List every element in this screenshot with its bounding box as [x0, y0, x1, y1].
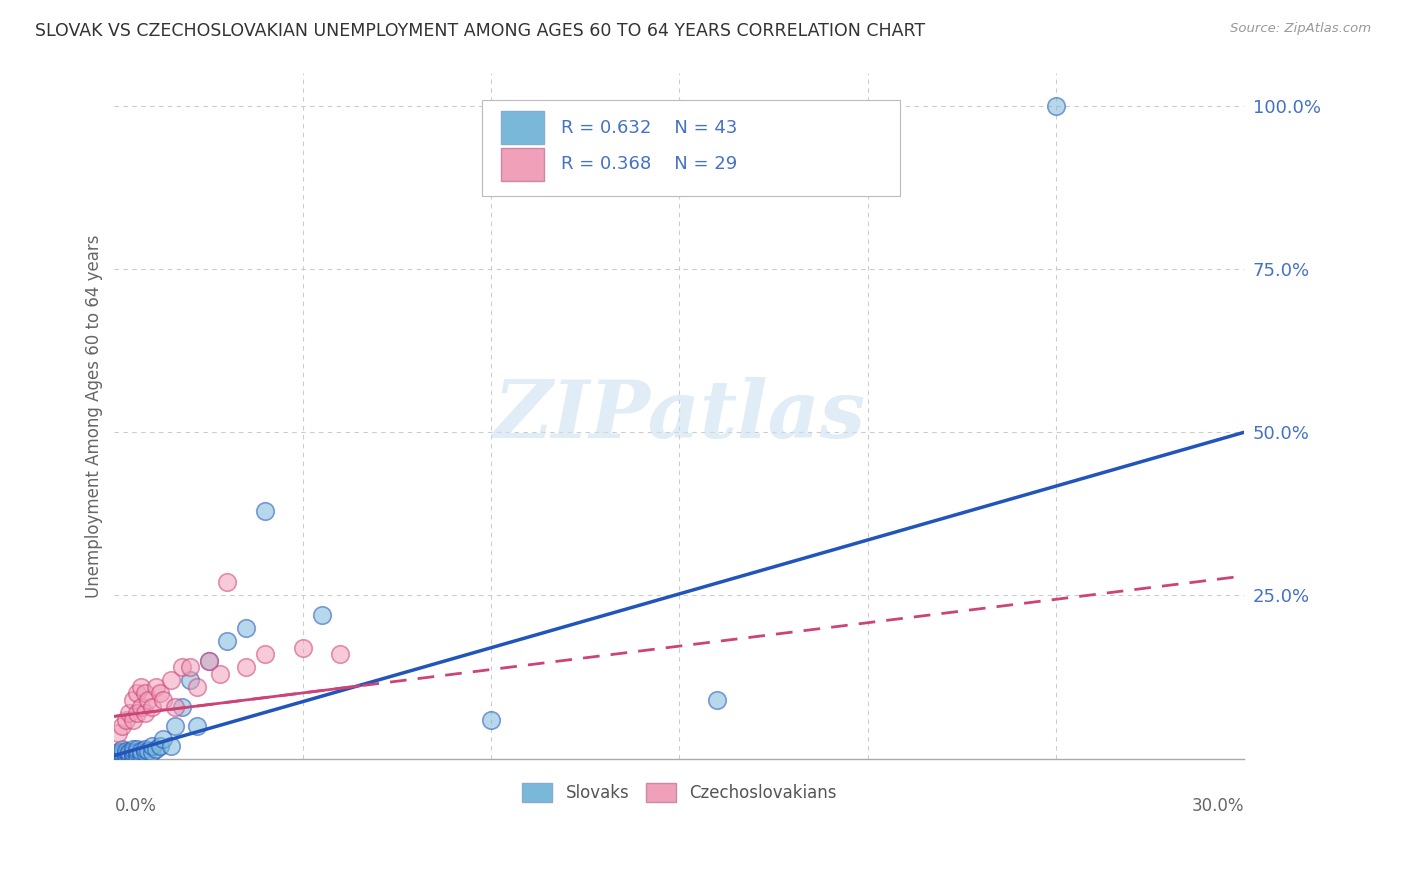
Point: [107, 747, 129, 761]
Point: [172, 660, 194, 674]
Point: [329, 647, 352, 661]
Point: [197, 654, 219, 668]
Point: [152, 693, 174, 707]
Point: [114, 747, 136, 761]
Point: [134, 745, 156, 759]
Text: ZIPatlas: ZIPatlas: [494, 377, 866, 455]
Point: [134, 742, 156, 756]
Point: [122, 748, 145, 763]
Point: [149, 739, 172, 753]
Point: [114, 713, 136, 727]
Point: [254, 503, 277, 517]
Point: [217, 634, 239, 648]
Point: [149, 686, 172, 700]
Point: [122, 742, 145, 756]
Point: [122, 693, 145, 707]
Point: [179, 660, 201, 674]
Point: [107, 748, 129, 763]
Point: [107, 725, 129, 739]
Point: [141, 745, 163, 759]
Point: [254, 647, 277, 661]
Text: SLOVAK VS CZECHOSLOVAKIAN UNEMPLOYMENT AMONG AGES 60 TO 64 YEARS CORRELATION CHA: SLOVAK VS CZECHOSLOVAKIAN UNEMPLOYMENT A…: [35, 22, 925, 40]
Point: [479, 713, 502, 727]
Point: [145, 680, 167, 694]
Point: [111, 719, 134, 733]
FancyBboxPatch shape: [482, 101, 900, 196]
Point: [197, 654, 219, 668]
Point: [141, 739, 163, 753]
Bar: [501, 112, 544, 145]
Point: [111, 748, 134, 763]
Point: [125, 742, 148, 756]
Point: [118, 748, 141, 763]
Point: [186, 680, 208, 694]
Point: [235, 660, 257, 674]
Point: [125, 745, 148, 759]
Point: [136, 744, 159, 758]
Point: [129, 699, 152, 714]
Point: [125, 686, 148, 700]
Point: [129, 747, 152, 761]
Point: [152, 732, 174, 747]
Point: [111, 742, 134, 756]
Text: R = 0.368    N = 29: R = 0.368 N = 29: [561, 155, 737, 173]
Point: [163, 699, 186, 714]
Text: R = 0.632    N = 43: R = 0.632 N = 43: [561, 119, 737, 136]
Point: [311, 608, 333, 623]
Point: [141, 699, 163, 714]
Point: [179, 673, 201, 688]
Point: [114, 748, 136, 763]
Point: [706, 693, 728, 707]
Point: [186, 719, 208, 733]
Point: [122, 713, 145, 727]
Bar: [501, 148, 544, 181]
Point: [145, 742, 167, 756]
Point: [172, 699, 194, 714]
Y-axis label: Unemployment Among Ages 60 to 64 years: Unemployment Among Ages 60 to 64 years: [86, 234, 103, 598]
Point: [136, 693, 159, 707]
Text: Source: ZipAtlas.com: Source: ZipAtlas.com: [1230, 22, 1371, 36]
Text: 30.0%: 30.0%: [1192, 797, 1244, 814]
Point: [118, 747, 141, 761]
Point: [125, 748, 148, 763]
Point: [291, 640, 314, 655]
Text: 0.0%: 0.0%: [114, 797, 156, 814]
Point: [122, 747, 145, 761]
Point: [129, 744, 152, 758]
Point: [118, 706, 141, 720]
Legend: Slovaks, Czechoslovakians: Slovaks, Czechoslovakians: [516, 776, 844, 809]
Point: [217, 575, 239, 590]
Point: [134, 706, 156, 720]
Point: [163, 719, 186, 733]
Point: [107, 745, 129, 759]
Point: [118, 745, 141, 759]
Point: [134, 686, 156, 700]
Point: [160, 673, 183, 688]
Point: [122, 745, 145, 759]
Point: [111, 745, 134, 759]
Point: [1045, 98, 1067, 112]
Point: [208, 666, 231, 681]
Point: [129, 680, 152, 694]
Point: [235, 621, 257, 635]
Point: [160, 739, 183, 753]
Point: [111, 747, 134, 761]
Point: [125, 706, 148, 720]
Point: [114, 744, 136, 758]
